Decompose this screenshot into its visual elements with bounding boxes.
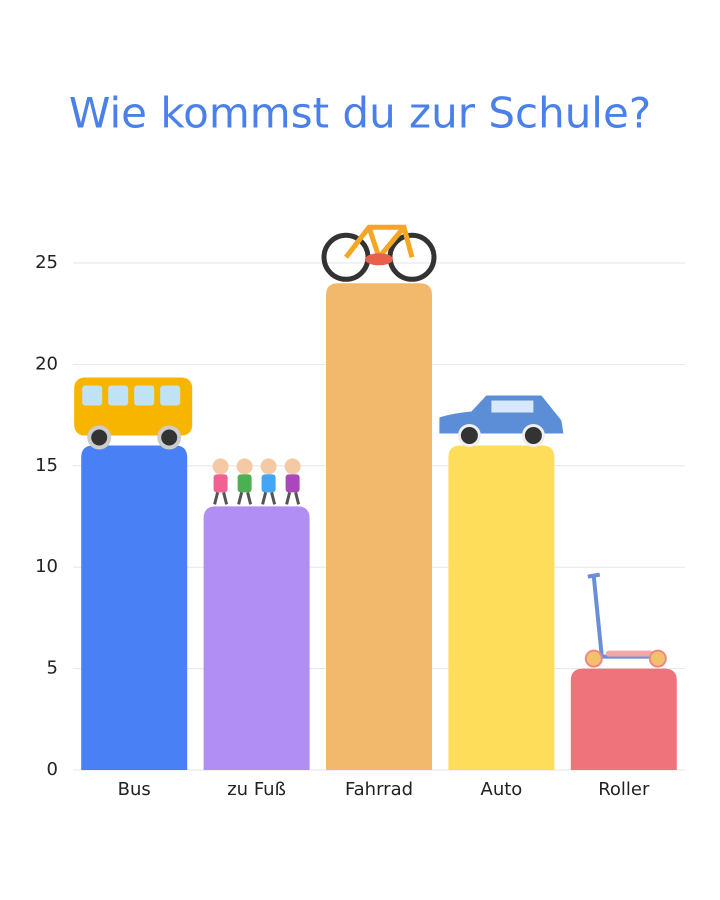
icon-part xyxy=(285,474,300,493)
icon-part xyxy=(82,385,103,406)
icon-part xyxy=(237,491,244,505)
bar xyxy=(570,668,677,770)
bar-icon xyxy=(212,458,301,505)
icon-part xyxy=(261,491,268,505)
icon-part xyxy=(134,385,155,406)
y-tick-label: 20 xyxy=(35,353,58,374)
chart-title: Wie kommst du zur Schule? xyxy=(69,89,651,138)
bar-icon xyxy=(439,395,564,448)
icon-part xyxy=(648,649,667,668)
icon-part xyxy=(236,458,253,475)
icon-part xyxy=(584,649,603,668)
icon-part xyxy=(261,474,276,493)
bar xyxy=(448,445,555,770)
icon-part xyxy=(270,491,277,505)
y-tick-label: 15 xyxy=(35,455,58,476)
icon-part xyxy=(108,385,129,406)
icon-part xyxy=(605,650,654,657)
icon-part xyxy=(260,458,277,475)
bar xyxy=(203,506,310,770)
icon-part xyxy=(365,253,393,266)
icon-part xyxy=(222,491,229,505)
x-tick-label: Bus xyxy=(118,779,151,800)
icon-part xyxy=(457,424,481,448)
icon-part xyxy=(237,474,252,493)
icon-part xyxy=(160,385,181,406)
x-tick-label: Roller xyxy=(598,779,650,800)
x-tick-label: Fahrrad xyxy=(345,779,413,800)
bar xyxy=(326,283,432,770)
icon-part xyxy=(284,458,301,475)
bar-icon xyxy=(321,224,437,282)
icon-part xyxy=(157,425,182,450)
icon-part xyxy=(294,491,301,505)
y-tick-label: 5 xyxy=(47,658,58,679)
icon-part xyxy=(213,474,228,493)
icon-part xyxy=(521,424,545,448)
icon-part xyxy=(212,458,229,475)
bar-icon xyxy=(74,377,193,450)
icon-part xyxy=(213,491,220,505)
bar xyxy=(81,445,188,770)
bar-icon xyxy=(584,572,667,668)
y-tick-label: 25 xyxy=(35,252,58,273)
x-tick-label: Auto xyxy=(481,779,523,800)
icon-part xyxy=(246,491,253,505)
icon-part xyxy=(285,491,292,505)
y-tick-label: 10 xyxy=(35,556,58,577)
icon-part xyxy=(87,425,112,450)
y-tick-label: 0 xyxy=(47,759,58,780)
x-tick-label: zu Fuß xyxy=(227,779,286,800)
icon-part xyxy=(491,400,534,413)
